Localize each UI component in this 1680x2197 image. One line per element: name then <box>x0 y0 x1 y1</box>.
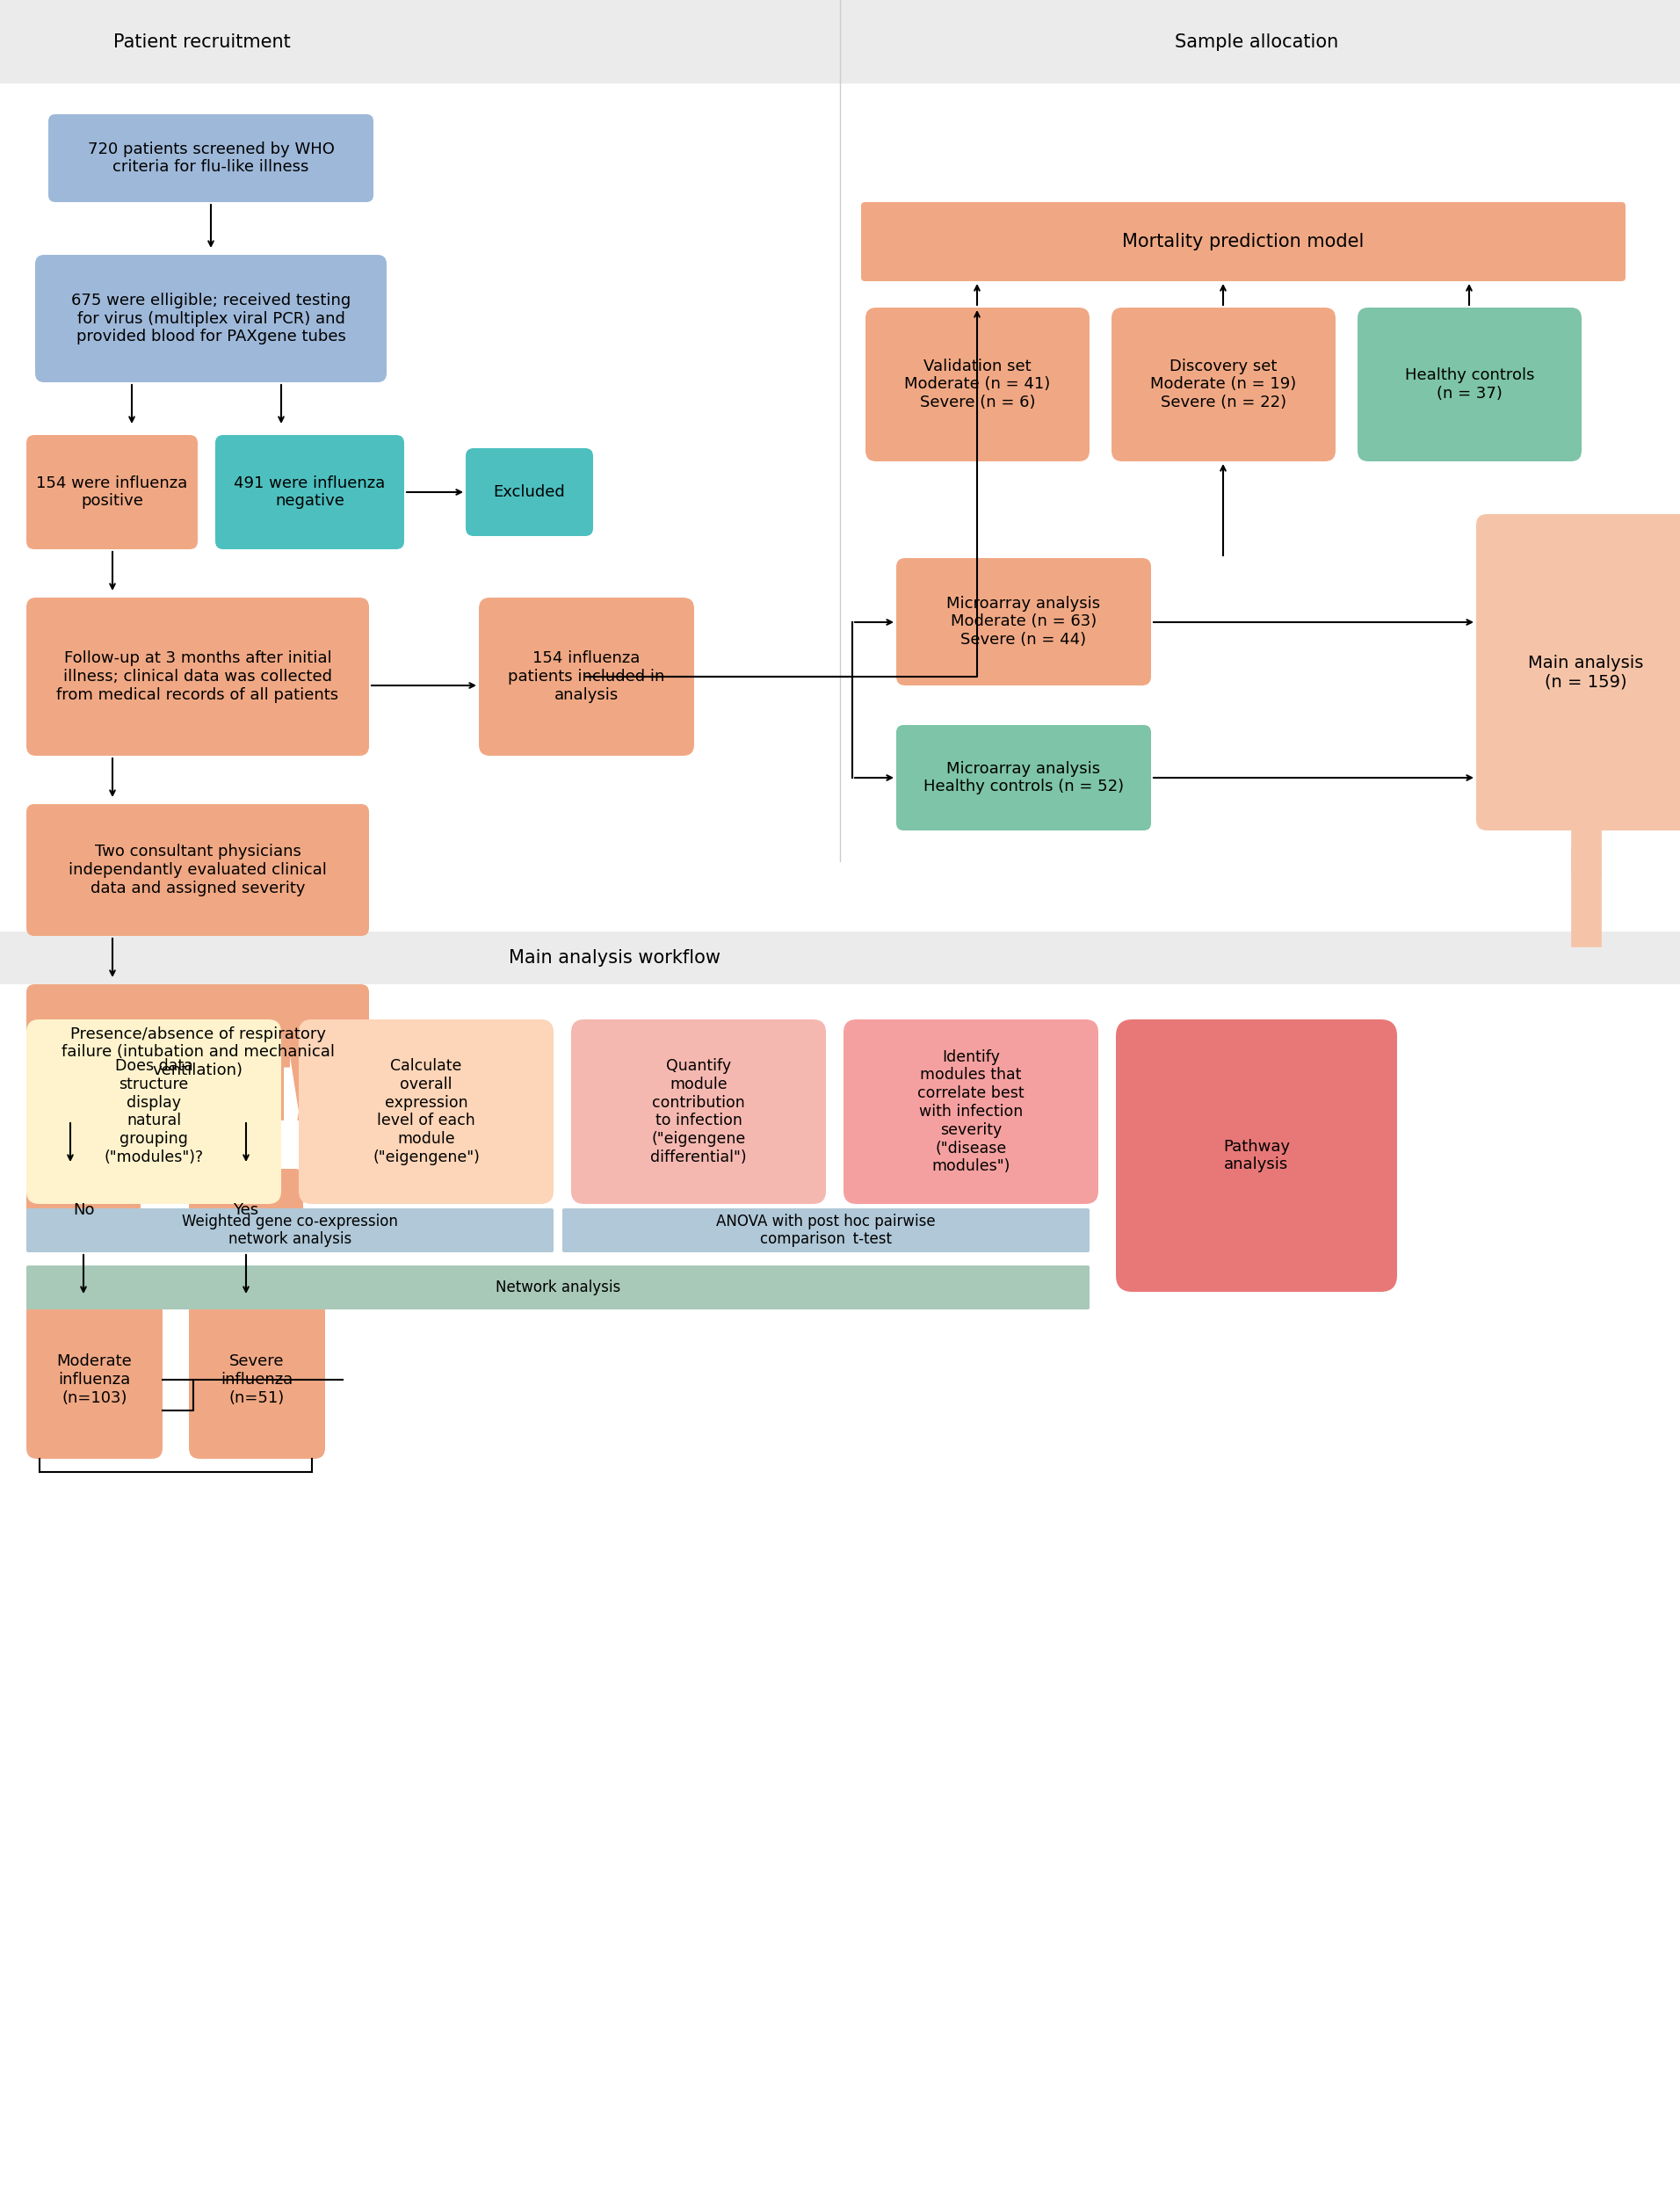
FancyBboxPatch shape <box>465 448 593 536</box>
Text: 491 were influenza
negative: 491 were influenza negative <box>234 475 385 510</box>
FancyBboxPatch shape <box>865 308 1090 461</box>
Text: Network analysis: Network analysis <box>496 1279 620 1296</box>
FancyBboxPatch shape <box>895 725 1151 830</box>
Text: Patient recruitment: Patient recruitment <box>114 33 291 51</box>
FancyBboxPatch shape <box>1477 514 1680 830</box>
Text: 675 were elligible; received testing
for virus (multiplex viral PCR) and
provide: 675 were elligible; received testing for… <box>71 292 351 345</box>
Polygon shape <box>284 1057 299 1167</box>
Text: Weighted gene co-expression
network analysis: Weighted gene co-expression network anal… <box>181 1213 398 1248</box>
FancyBboxPatch shape <box>27 1169 141 1252</box>
Polygon shape <box>828 1057 843 1167</box>
Polygon shape <box>1100 1057 1116 1167</box>
Text: Moderate
influenza
(n=103): Moderate influenza (n=103) <box>57 1353 133 1406</box>
Text: Does data
structure
display
natural
grouping
("modules")?: Does data structure display natural grou… <box>104 1059 203 1164</box>
FancyBboxPatch shape <box>0 932 1680 984</box>
FancyBboxPatch shape <box>862 202 1626 281</box>
FancyBboxPatch shape <box>895 558 1151 685</box>
Text: Microarray analysis
Moderate (n = 63)
Severe (n = 44): Microarray analysis Moderate (n = 63) Se… <box>948 595 1100 648</box>
Text: Presence/absence of respiratory
failure (intubation and mechanical
ventilation): Presence/absence of respiratory failure … <box>60 1026 334 1079</box>
FancyBboxPatch shape <box>0 0 840 83</box>
Text: 154 influenza
patients included in
analysis: 154 influenza patients included in analy… <box>507 650 665 703</box>
FancyBboxPatch shape <box>27 804 370 936</box>
Text: Two consultant physicians
independantly evaluated clinical
data and assigned sev: Two consultant physicians independantly … <box>69 844 328 896</box>
Text: ANOVA with post hoc pairwise
comparison  t-test: ANOVA with post hoc pairwise comparison … <box>716 1213 936 1248</box>
Text: Calculate
overall
expression
level of each
module
("eigengene"): Calculate overall expression level of ea… <box>373 1059 480 1164</box>
FancyBboxPatch shape <box>35 255 386 382</box>
Text: Excluded: Excluded <box>494 483 564 501</box>
Text: Healthy controls
(n = 37): Healthy controls (n = 37) <box>1404 367 1534 402</box>
Polygon shape <box>556 1057 571 1167</box>
FancyBboxPatch shape <box>27 598 370 756</box>
FancyBboxPatch shape <box>843 1019 1099 1204</box>
FancyBboxPatch shape <box>27 435 198 549</box>
Text: Discovery set
Moderate (n = 19)
Severe (n = 22): Discovery set Moderate (n = 19) Severe (… <box>1151 358 1297 411</box>
Text: Microarray analysis
Healthy controls (n = 52): Microarray analysis Healthy controls (n … <box>924 760 1124 795</box>
Text: Validation set
Moderate (n = 41)
Severe (n = 6): Validation set Moderate (n = 41) Severe … <box>904 358 1050 411</box>
Text: Severe
influenza
(n=51): Severe influenza (n=51) <box>220 1353 292 1406</box>
Text: Main analysis
(n = 159): Main analysis (n = 159) <box>1529 655 1643 690</box>
FancyBboxPatch shape <box>27 1208 553 1252</box>
FancyBboxPatch shape <box>840 0 1680 83</box>
Text: Sample allocation: Sample allocation <box>1174 33 1339 51</box>
Text: 720 patients screened by WHO
criteria for flu-like illness: 720 patients screened by WHO criteria fo… <box>87 141 334 176</box>
Text: No: No <box>72 1202 94 1219</box>
FancyBboxPatch shape <box>299 1019 553 1204</box>
FancyBboxPatch shape <box>49 114 373 202</box>
Text: Mortality prediction model: Mortality prediction model <box>1122 233 1364 250</box>
FancyBboxPatch shape <box>1116 1019 1398 1292</box>
FancyBboxPatch shape <box>571 1019 827 1204</box>
FancyBboxPatch shape <box>27 1019 281 1204</box>
FancyBboxPatch shape <box>563 1208 1090 1252</box>
Text: Follow-up at 3 months after initial
illness; clinical data was collected
from me: Follow-up at 3 months after initial illn… <box>57 650 339 703</box>
Text: Yes: Yes <box>234 1202 259 1219</box>
FancyBboxPatch shape <box>1357 308 1581 461</box>
Text: Pathway
analysis: Pathway analysis <box>1223 1138 1290 1173</box>
FancyBboxPatch shape <box>1112 308 1336 461</box>
FancyBboxPatch shape <box>27 1265 1090 1309</box>
FancyBboxPatch shape <box>27 984 370 1120</box>
FancyBboxPatch shape <box>188 1169 302 1252</box>
Text: 154 were influenza
positive: 154 were influenza positive <box>37 475 188 510</box>
FancyBboxPatch shape <box>479 598 694 756</box>
Text: Identify
modules that
correlate best
with infection
severity
("disease
modules"): Identify modules that correlate best wit… <box>917 1048 1025 1175</box>
FancyBboxPatch shape <box>188 1301 326 1459</box>
Text: Main analysis workflow: Main analysis workflow <box>509 949 721 967</box>
FancyBboxPatch shape <box>215 435 405 549</box>
FancyBboxPatch shape <box>27 1301 163 1459</box>
Text: Quantify
module
contribution
to infection
("eigengene
differential"): Quantify module contribution to infectio… <box>650 1059 746 1164</box>
